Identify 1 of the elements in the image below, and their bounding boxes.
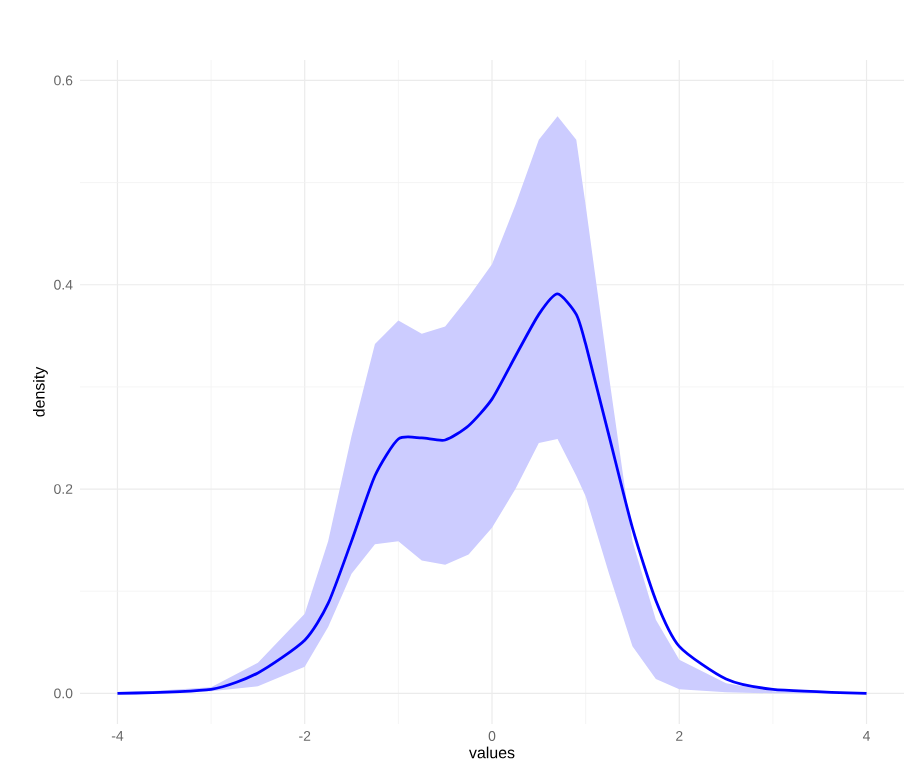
line-series [116, 292, 868, 695]
